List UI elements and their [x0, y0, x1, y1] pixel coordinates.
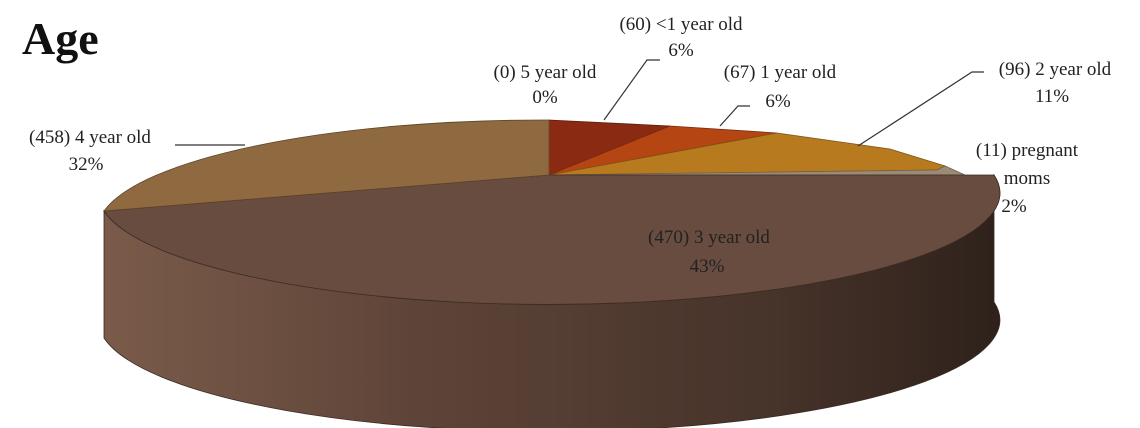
label-1-year-old-name: (67) 1 year old [724, 62, 837, 83]
label-under-1-year-old-pct: 6% [668, 40, 694, 61]
label-5-year-old-name: (0) 5 year old [494, 62, 597, 83]
label-pregnant-moms-pct: 2% [1001, 196, 1027, 217]
pie-slices [103, 119, 1001, 305]
label-pregnant-moms-name: (11) pregnant moms [976, 140, 1079, 189]
pie-slice-3-year-old [103, 174, 1001, 305]
label-5-year-old-pct: 0% [532, 87, 558, 108]
label-4-year-old-name: (458) 4 year old [29, 127, 151, 148]
label-2-year-old-pct: 11% [1035, 86, 1069, 107]
label-3-year-old-pct: 43% [690, 256, 725, 277]
label-4-year-old-pct: 32% [69, 154, 104, 175]
label-3-year-old-name: (470) 3 year old [648, 227, 770, 248]
label-2-year-old-name: (96) 2 year old [999, 59, 1112, 80]
label-under-1-year-old-name: (60) <1 year old [619, 14, 743, 35]
leader-under-1-year-old [603, 59, 660, 121]
chart-title: Age [22, 13, 99, 64]
label-1-year-old-pct: 6% [765, 91, 791, 112]
leader-1-year-old [719, 105, 750, 127]
leader-2-year-old [857, 71, 984, 147]
pie-slice-4-year-old [103, 119, 550, 212]
